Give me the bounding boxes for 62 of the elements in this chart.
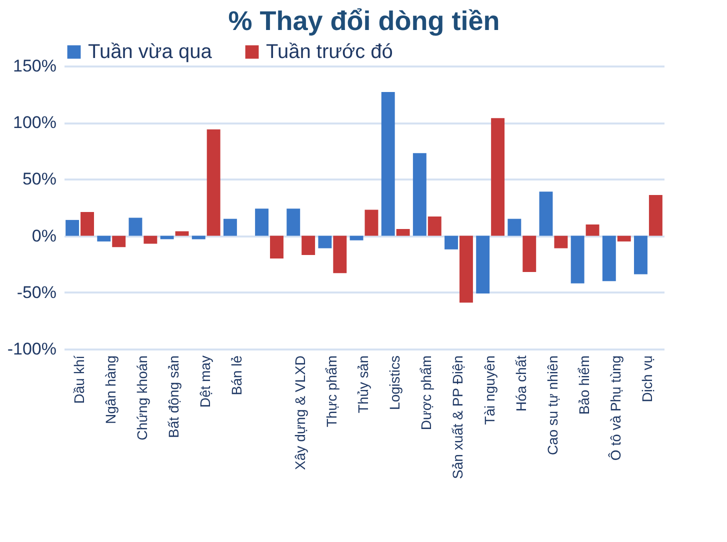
x-tick-label: Bán lẻ (228, 355, 245, 396)
bar (128, 218, 142, 236)
bar (175, 231, 189, 236)
bar (570, 236, 584, 284)
x-tick-label: Dịch vụ (639, 356, 656, 402)
x-tick-label: Tài nguyên (481, 356, 498, 425)
bar (286, 208, 300, 236)
bar (66, 220, 80, 236)
x-tick-label: Cao su tự nhiên (544, 356, 560, 456)
x-tick-label: Dệt may (197, 356, 214, 408)
bar (381, 92, 395, 236)
bar (302, 236, 316, 256)
bar (476, 236, 490, 294)
bar (554, 236, 568, 248)
y-tick-label: 0% (32, 226, 56, 246)
bar (602, 236, 616, 282)
bar (522, 236, 536, 272)
bar (223, 218, 237, 236)
bar (491, 118, 505, 236)
y-tick-label: 50% (22, 170, 56, 189)
bar (459, 236, 473, 303)
x-tick-label: Bất động sản (166, 356, 182, 438)
y-tick-label: 150% (13, 56, 56, 76)
x-tick-label: Dầu khí (70, 355, 87, 404)
bar (586, 224, 600, 236)
bar (255, 208, 269, 236)
y-tick-label: 100% (13, 113, 56, 132)
y-tick-label: -50% (16, 282, 56, 302)
bar (539, 192, 553, 236)
chart-title: % Thay đổi dòng tiền (228, 6, 500, 36)
bar (412, 153, 426, 236)
bar (508, 218, 522, 236)
x-tick-label: Dược phẩm (418, 356, 434, 430)
bar (97, 236, 111, 242)
bar (364, 210, 378, 236)
bar (144, 236, 158, 244)
bar (270, 236, 284, 258)
bar (444, 236, 458, 250)
bar (617, 236, 631, 242)
bar (80, 212, 94, 236)
x-tick-label: Thực phẩm (323, 356, 340, 428)
x-tick-label: Hóa chất (512, 355, 529, 412)
legend-label: Tuần vừa qua (88, 41, 213, 63)
bar (350, 236, 364, 240)
legend-label: Tuần trước đó (266, 41, 393, 63)
x-tick-label: Bảo hiểm (576, 356, 592, 415)
x-tick-label: Logistics (386, 356, 403, 410)
bar (634, 236, 648, 274)
x-tick-label: Chứng khoán (134, 356, 150, 440)
bar (648, 195, 662, 236)
bar (396, 229, 410, 236)
x-tick-label: Thủy sản (355, 356, 371, 414)
bar (206, 129, 220, 236)
y-tick-label: -100% (7, 340, 56, 358)
x-tick-label: Sản xuất & PP Điện (450, 356, 466, 479)
bar (428, 216, 442, 236)
bar (333, 236, 347, 274)
x-tick-label: Xây dựng & VLXD (292, 356, 308, 470)
bar (112, 236, 126, 248)
x-tick-label: Ô tô và Phụ tùng (608, 356, 624, 461)
bar (318, 236, 332, 248)
x-tick-label: Ngân hàng (102, 356, 118, 424)
